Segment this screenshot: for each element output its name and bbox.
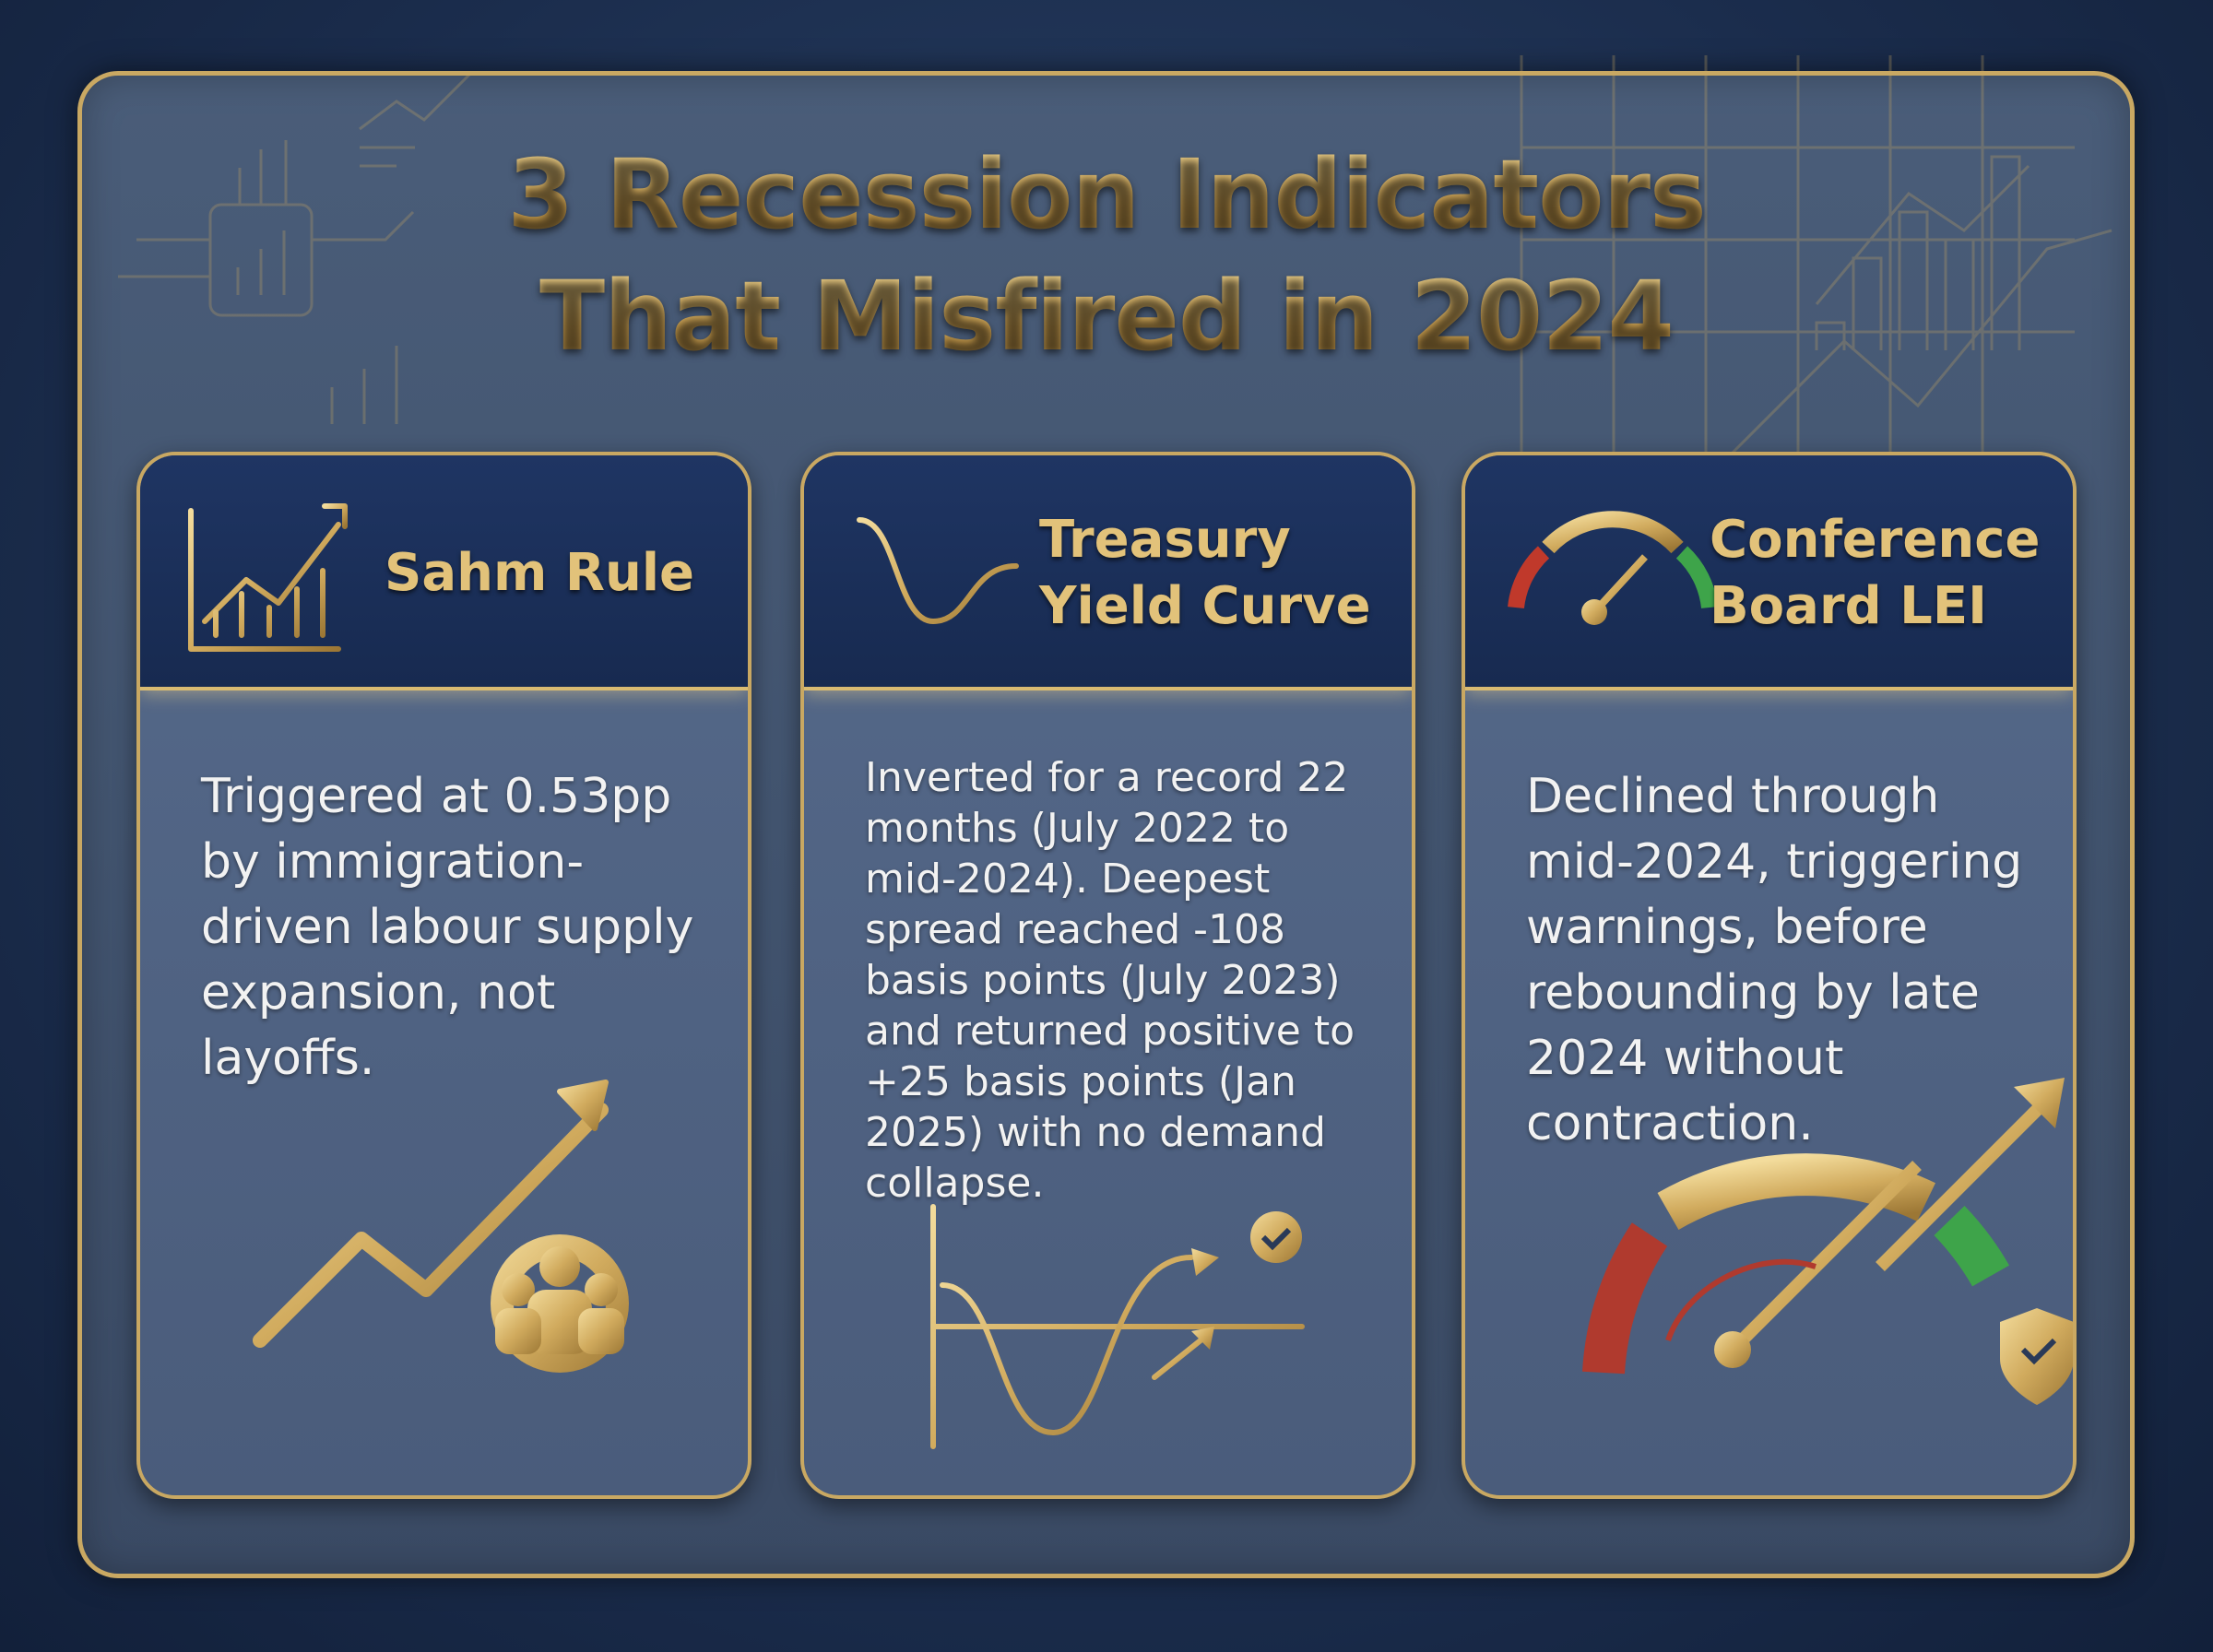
indicator-card: Treasury Yield Curve Inverted for a reco… [800,452,1415,1499]
card-icons [1508,511,2073,1405]
indicator-card: Sahm Rule Triggered at 0.53pp by immigra… [136,452,751,1499]
card-heading: Sahm Rule [385,542,694,603]
card-heading: Treasury Yield Curve [1039,509,1371,636]
title-line: That Misfired in 2024 [0,260,2213,372]
card-header [804,455,1412,690]
indicator-card: Conference Board LEI Declined through mi… [1462,452,2077,1499]
card-body: Declined through mid-2024, triggering wa… [1526,769,2023,1151]
card-heading: Conference Board LEI [1710,509,2041,636]
card-body: Inverted for a record 22 months (July 20… [865,754,1355,1207]
card-icons [852,503,1305,1449]
card-body: Triggered at 0.53pp by immigration-drive… [201,769,694,1086]
card-icons [188,503,629,1373]
card-header [1465,455,2073,690]
title-line: 3 Recession Indicators [0,138,2213,251]
